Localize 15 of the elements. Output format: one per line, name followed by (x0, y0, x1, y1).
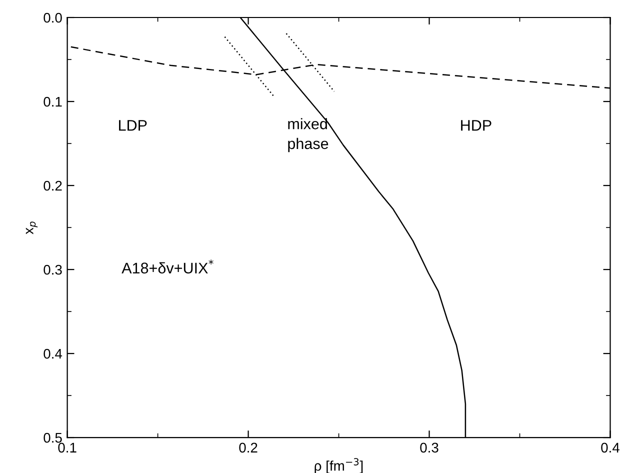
annotation: mixed phase (288, 118, 328, 152)
x-tick-label: 0.3 (420, 442, 438, 453)
y-tick-label: 0.1 (44, 96, 62, 107)
y-tick-label: 0.2 (44, 180, 62, 191)
x-tick-label: 0.4 (601, 442, 620, 453)
x-tick-label: 0.2 (239, 442, 258, 453)
annotation: HDP (461, 120, 492, 131)
annotation: A18+δv+UIX$^{*}$ (122, 260, 214, 274)
y-tick-label: 0.5 (44, 432, 62, 443)
y-tick-label: 0.4 (44, 348, 62, 359)
annotation: LDP (119, 120, 147, 131)
y-tick-label: 0.0 (44, 12, 62, 23)
y-tick-label: 0.3 (44, 264, 62, 275)
y-axis-title: x$_{p}$ (26, 222, 38, 234)
x-tick-label: 0.1 (58, 442, 76, 453)
